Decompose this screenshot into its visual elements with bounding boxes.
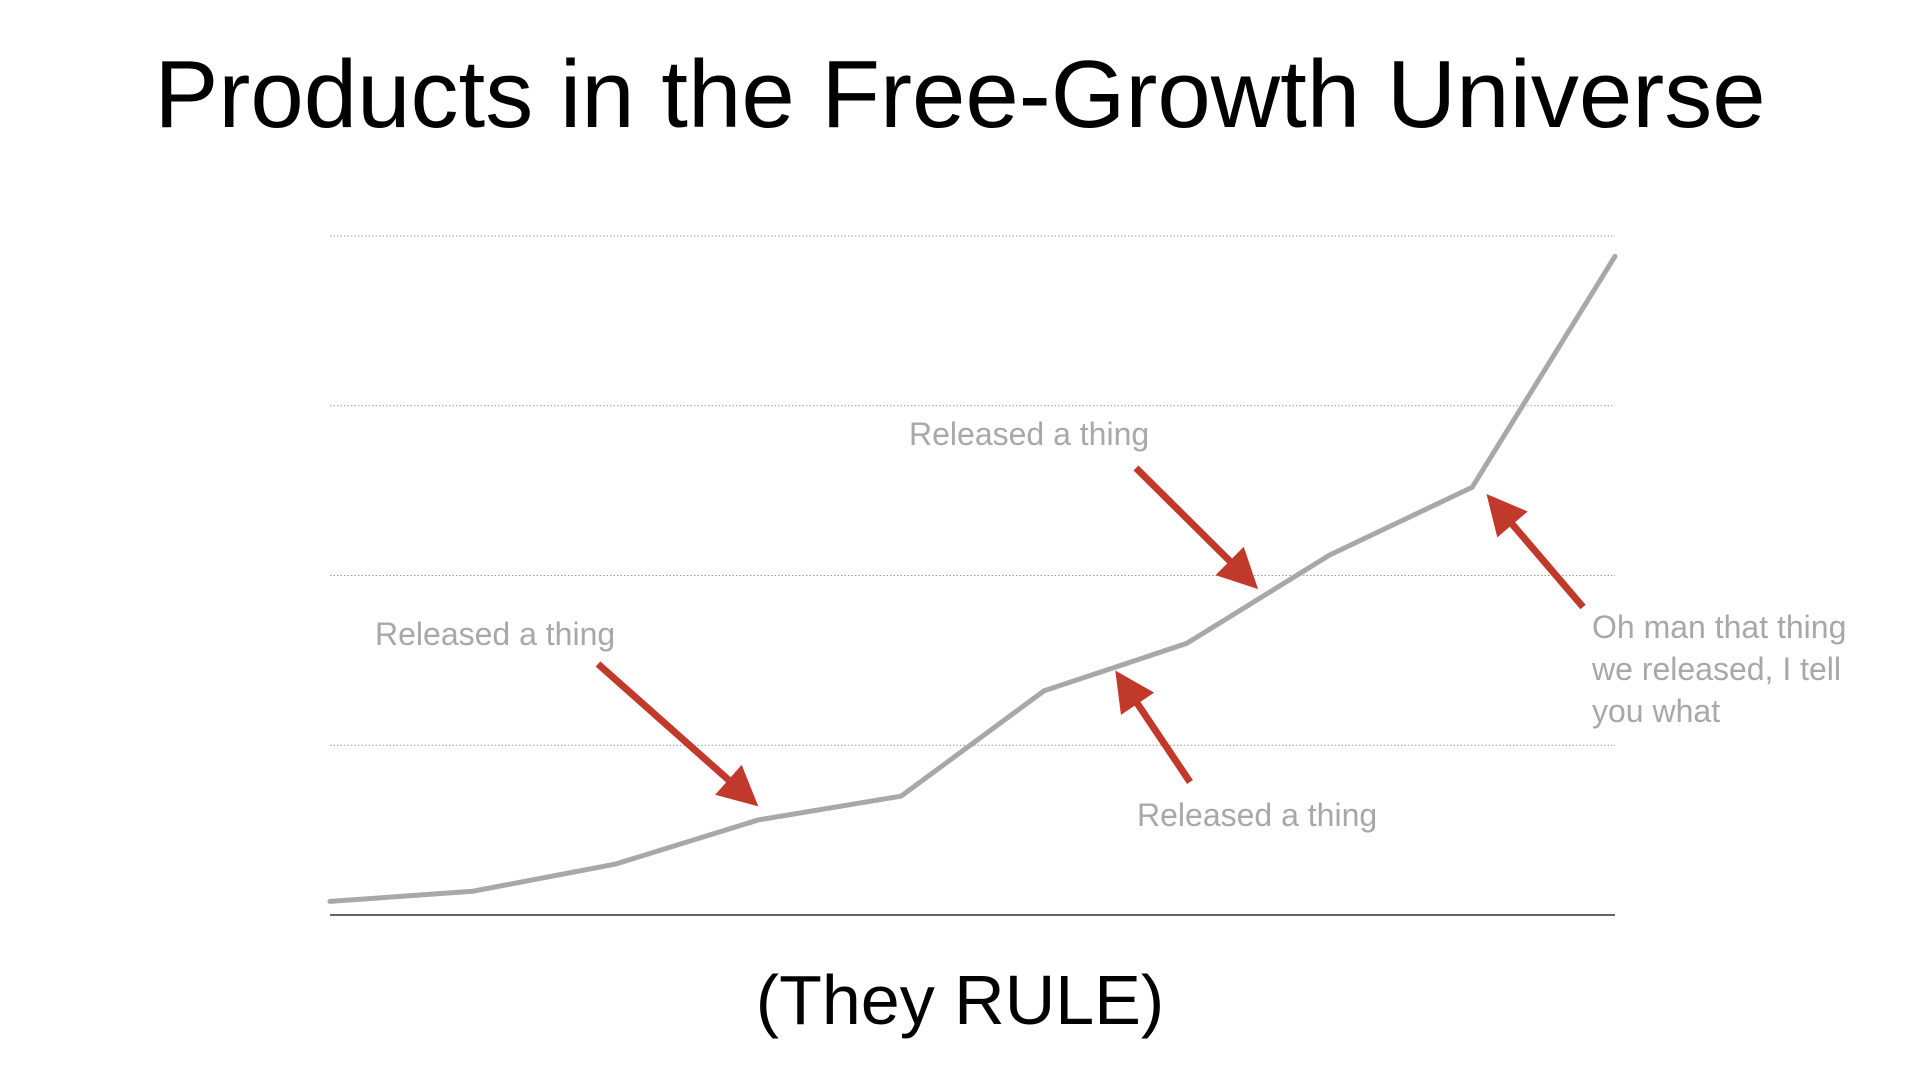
annotation-label: Released a thing bbox=[375, 616, 615, 652]
annotation-3: Released a thing bbox=[1115, 670, 1377, 833]
arrow-head bbox=[1215, 546, 1259, 590]
annotation-label: Released a thing bbox=[1137, 797, 1377, 833]
annotation-label-line: Oh man that thing bbox=[1592, 609, 1846, 645]
arrow-shaft bbox=[1133, 465, 1234, 565]
annotation-label: Released a thing bbox=[909, 416, 1149, 452]
arrow-shaft bbox=[1508, 520, 1586, 610]
annotation-label-line: Released a thing bbox=[909, 416, 1149, 452]
slide-title: Products in the Free-Growth Universe bbox=[154, 41, 1766, 148]
annotation-label-line: you what bbox=[1592, 693, 1720, 729]
annotation-1: Released a thing bbox=[375, 616, 759, 807]
gridlines bbox=[330, 235, 1615, 746]
annotation-label-line: we released, I tell bbox=[1591, 651, 1841, 687]
annotations: Released a thing Released a thing Released… bbox=[375, 416, 1846, 833]
arrow-head bbox=[715, 764, 759, 807]
annotation-2: Released a thing bbox=[909, 416, 1259, 590]
annotation-label: Oh man that thing we released, I tell you … bbox=[1591, 609, 1846, 729]
series-line-1 bbox=[327, 253, 1618, 904]
series-layer bbox=[327, 253, 1618, 904]
arrow-shaft bbox=[595, 661, 733, 784]
arrow-head bbox=[1486, 494, 1528, 538]
annotation-4: Oh man that thing we released, I tell you … bbox=[1486, 494, 1846, 729]
arrow-head bbox=[1115, 670, 1155, 715]
slide-subtitle: (They RULE) bbox=[755, 961, 1165, 1039]
annotation-label-line: Released a thing bbox=[1137, 797, 1377, 833]
arrow-shaft bbox=[1133, 700, 1193, 784]
annotation-label-line: Released a thing bbox=[375, 616, 615, 652]
